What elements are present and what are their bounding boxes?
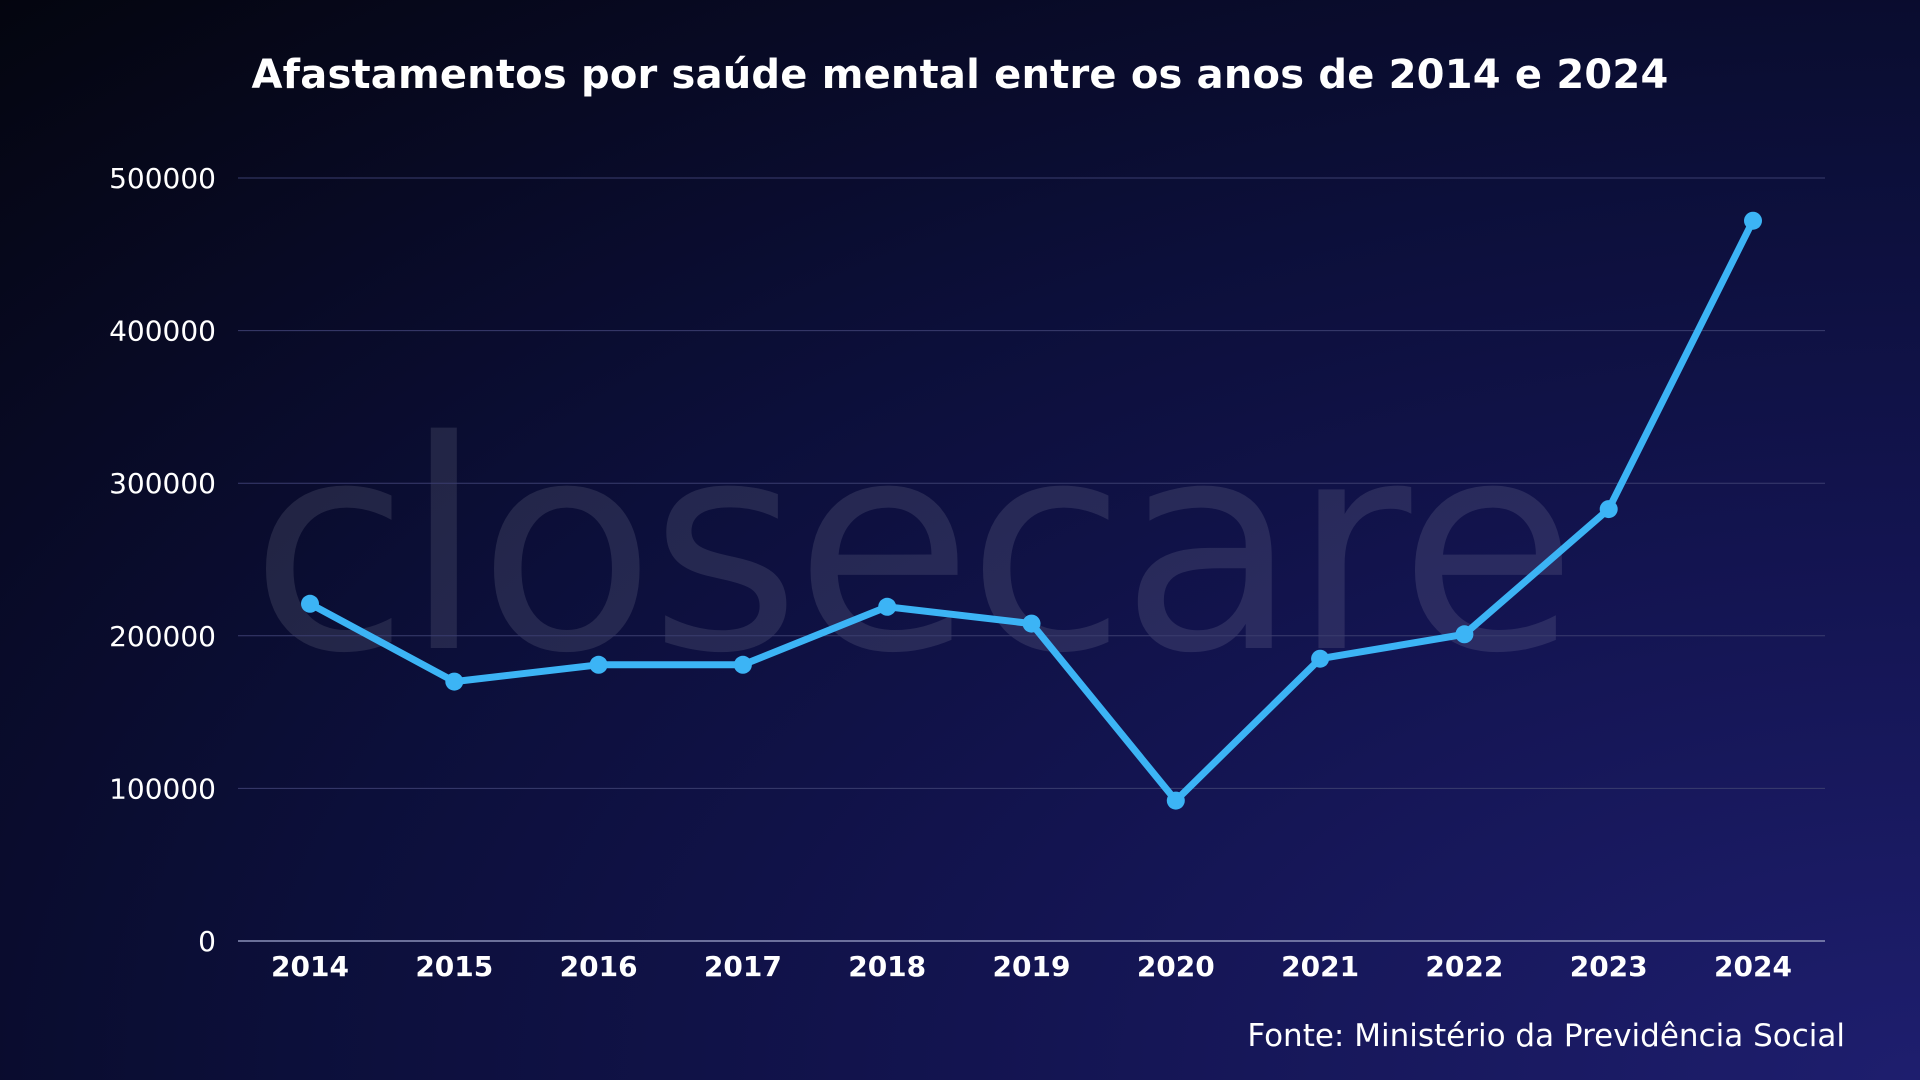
data-point-2017 <box>733 655 752 674</box>
data-point-2023 <box>1599 500 1618 519</box>
grid-lines <box>238 177 1825 942</box>
y-axis-ticks: 0 100000 200000 300000 400000 500000 <box>109 162 216 958</box>
data-point-2019 <box>1022 614 1041 633</box>
x-axis-ticks: 2014 2015 2016 2017 2018 2019 2020 2021 2022 2023… <box>271 950 1792 983</box>
x-tick-label: 2024 <box>1714 950 1792 983</box>
chart-title: Afastamentos por saúde mental entre os a… <box>251 52 1669 98</box>
y-tick-label: 200000 <box>109 620 216 653</box>
x-tick-label: 2022 <box>1425 950 1503 983</box>
data-point-2014 <box>301 594 319 613</box>
data-point-2015 <box>445 672 464 691</box>
x-tick-label: 2021 <box>1281 950 1359 983</box>
x-tick-label: 2017 <box>704 950 782 983</box>
data-point-2016 <box>589 655 608 674</box>
x-tick-label: 2019 <box>993 950 1071 983</box>
y-tick-label: 500000 <box>109 162 216 195</box>
x-tick-label: 2018 <box>848 950 926 983</box>
y-tick-label: 100000 <box>109 772 216 805</box>
x-tick-label: 2023 <box>1570 950 1648 983</box>
data-point-2024 <box>1744 211 1762 230</box>
y-tick-label: 300000 <box>109 467 216 500</box>
x-tick-label: 2014 <box>271 950 349 983</box>
source-note: Fonte: Ministério da Previdência Social <box>1247 1018 1845 1054</box>
x-tick-label: 2020 <box>1137 950 1215 983</box>
x-tick-label: 2016 <box>560 950 638 983</box>
watermark-logo: closecare <box>250 380 1571 717</box>
data-point-2021 <box>1311 649 1330 668</box>
x-tick-label: 2015 <box>415 950 493 983</box>
y-tick-label: 400000 <box>109 315 216 348</box>
data-point-2018 <box>878 597 897 616</box>
data-series <box>301 211 1762 810</box>
data-point-2022 <box>1455 625 1474 644</box>
data-point-2020 <box>1166 791 1185 810</box>
y-tick-label: 0 <box>198 925 216 958</box>
